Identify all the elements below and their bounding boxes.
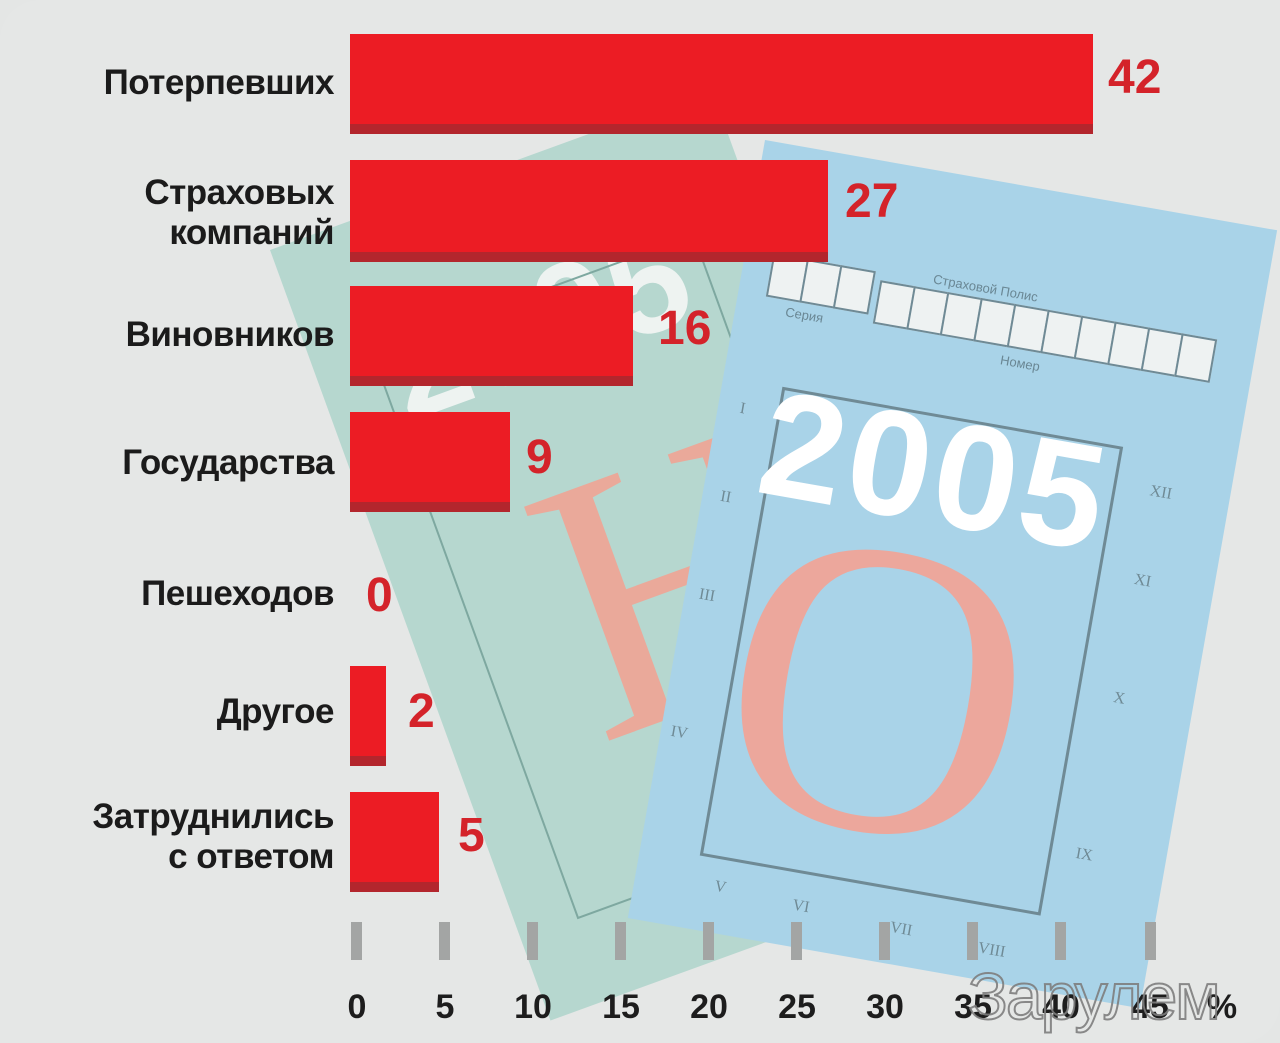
tick-mark (1055, 922, 1066, 960)
bar (350, 666, 386, 766)
tick-mark (791, 922, 802, 960)
tick-label: 35 (954, 988, 992, 1026)
tick-mark (1145, 922, 1156, 960)
tick-mark (967, 922, 978, 960)
category-label: Виновников (125, 315, 335, 354)
bar (350, 792, 439, 892)
tick-mark (527, 922, 538, 960)
category-label: Государства (122, 443, 334, 482)
value-label: 5 (458, 809, 485, 862)
value-label: 16 (658, 302, 712, 355)
category-label: Страховых компаний (144, 173, 334, 252)
publisher-watermark: Зарулем (967, 958, 1222, 1034)
tick-label: 5 (435, 988, 455, 1026)
tick-label: 15 (602, 988, 640, 1026)
tick-label: 30 (866, 988, 904, 1026)
bar (350, 412, 510, 512)
axis-unit-label: % (1206, 988, 1238, 1026)
bar (350, 286, 633, 386)
value-label: 0 (366, 569, 393, 622)
bar (350, 34, 1093, 134)
tick-mark (703, 922, 714, 960)
tick-mark (439, 922, 450, 960)
tick-mark (879, 922, 890, 960)
tick-label: 0 (347, 988, 367, 1026)
tick-label: 45 (1131, 988, 1169, 1026)
category-label: Потерпевших (103, 63, 335, 102)
category-label: Пешеходов (141, 574, 334, 613)
value-label: 2 (408, 685, 435, 738)
category-label: Затруднились с ответом (92, 797, 334, 876)
tick-label: 40 (1042, 988, 1080, 1026)
value-label: 27 (845, 175, 899, 228)
value-label: 42 (1108, 51, 1162, 104)
category-label: Другое (216, 692, 335, 731)
tick-label: 25 (778, 988, 816, 1026)
tick-label: 20 (690, 988, 728, 1026)
tick-label: 10 (514, 988, 552, 1026)
tick-mark (351, 922, 362, 960)
tick-mark (615, 922, 626, 960)
value-label: 9 (526, 431, 553, 484)
bar (350, 160, 828, 262)
